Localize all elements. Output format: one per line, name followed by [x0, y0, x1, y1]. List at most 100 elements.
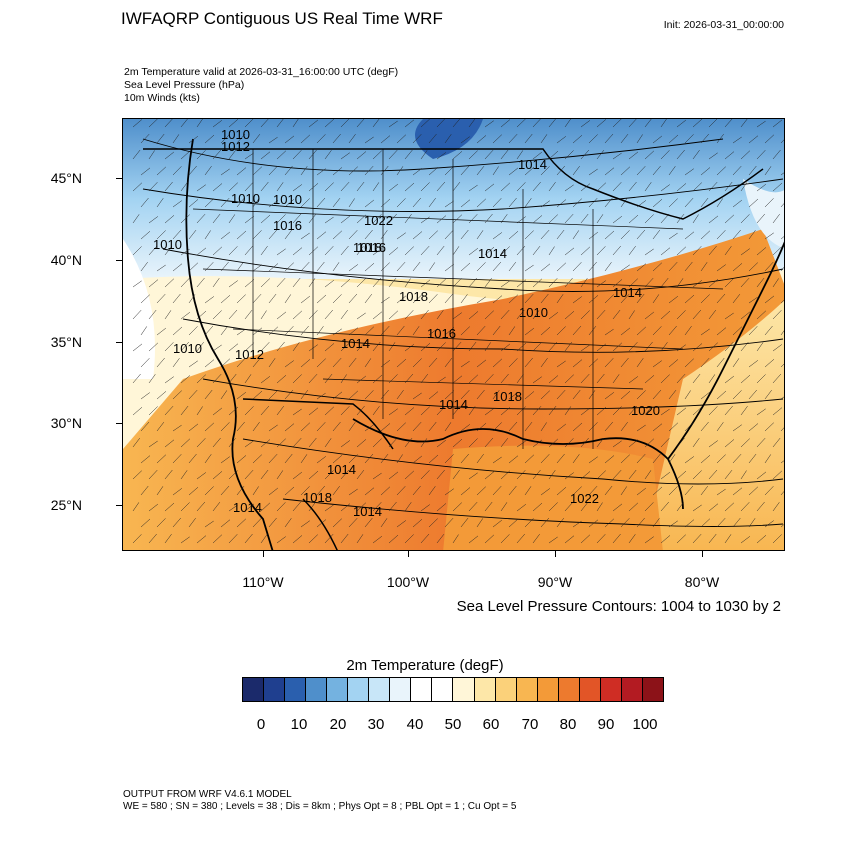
wind-barb — [580, 471, 591, 480]
colorbar-swatch — [558, 678, 580, 701]
wind-barb — [476, 486, 486, 496]
wind-barb — [540, 422, 547, 432]
wind-barb — [652, 486, 663, 496]
wind-barb — [548, 502, 558, 512]
wind-barb — [724, 312, 734, 320]
wind-barb — [220, 422, 230, 432]
colorbar-tick-label: 70 — [521, 716, 539, 733]
wind-barb — [164, 278, 175, 288]
wind-barb — [700, 421, 709, 432]
wind-barb — [340, 215, 351, 224]
slp-label: 1010 — [519, 305, 548, 320]
wind-barb — [780, 266, 784, 272]
wind-barb — [644, 311, 655, 320]
wind-barb — [580, 246, 591, 256]
wind-barb — [588, 261, 597, 272]
wind-barb — [476, 453, 484, 464]
wind-barb — [284, 229, 292, 240]
wind-barb — [700, 294, 710, 304]
wind-barb — [412, 519, 423, 528]
wind-barb — [204, 134, 215, 144]
wind-barb — [204, 486, 214, 496]
wind-barb — [244, 119, 254, 128]
wind-barb — [500, 343, 511, 352]
wind-barb — [244, 503, 255, 512]
wind-barb — [484, 534, 495, 544]
wind-barb — [780, 427, 784, 432]
wind-barb — [740, 182, 748, 192]
wind-barb — [140, 294, 150, 304]
lat-label-25n: 25°N — [50, 497, 82, 513]
wind-barb — [268, 293, 277, 304]
wind-barb — [484, 246, 495, 256]
wind-barb — [188, 294, 196, 304]
wind-barb — [460, 453, 469, 464]
wind-barb — [196, 501, 206, 512]
wind-barb — [220, 325, 228, 336]
wind-barb — [532, 310, 540, 320]
wind-barb — [180, 438, 191, 448]
wind-barb — [268, 229, 277, 240]
slp-label: 1014 — [233, 500, 262, 515]
wind-barb — [164, 181, 173, 192]
wind-barb — [748, 135, 759, 144]
wind-barb — [324, 438, 332, 448]
wind-barb — [700, 230, 711, 240]
wind-barb — [444, 263, 455, 272]
wind-barb — [644, 438, 655, 448]
wind-barb — [268, 200, 279, 208]
wind-barb — [652, 326, 662, 336]
wind-barb — [556, 453, 565, 464]
wind-barb — [276, 119, 284, 128]
wind-barb — [540, 390, 550, 400]
wind-barb — [636, 390, 646, 400]
wind-barb — [324, 533, 334, 544]
wind-barb — [452, 534, 459, 544]
wind-barb — [372, 374, 383, 384]
wind-barb — [764, 389, 772, 400]
wind-barb — [300, 359, 311, 368]
wind-barb — [556, 165, 565, 176]
wind-barb — [740, 341, 749, 352]
wind-barb — [172, 517, 181, 528]
wind-barb — [596, 534, 606, 544]
wind-barb — [268, 517, 277, 528]
wind-barb — [244, 533, 253, 544]
wind-barb — [420, 406, 430, 416]
wind-barb — [404, 310, 414, 320]
wind-barb — [780, 236, 784, 240]
wind-barb — [548, 312, 559, 320]
wind-barb — [228, 214, 236, 224]
wind-barb — [660, 501, 669, 512]
wind-barb — [412, 134, 422, 144]
footer-model: OUTPUT FROM WRF V4.6.1 MODEL — [123, 789, 292, 800]
colorbar-swatch — [600, 678, 622, 701]
wind-barb — [324, 504, 334, 512]
wind-barb — [444, 422, 452, 432]
wind-barb — [740, 311, 751, 320]
baja-coastline — [302, 498, 338, 550]
wind-barb — [340, 469, 350, 480]
wind-barb — [644, 536, 654, 544]
wind-barb — [388, 149, 398, 160]
wind-barb — [212, 278, 220, 288]
wind-barb — [260, 181, 269, 192]
wind-barb — [404, 373, 414, 384]
wind-barb — [532, 342, 542, 352]
wind-barb — [764, 454, 772, 464]
wind-barb — [476, 165, 485, 176]
slp-label: 1010 — [221, 127, 250, 142]
wind-barb — [668, 520, 678, 528]
wind-barb — [492, 422, 502, 432]
wind-barb — [748, 262, 758, 272]
wind-barb — [756, 184, 767, 192]
wind-barb — [244, 469, 254, 480]
wind-barb — [340, 309, 348, 320]
wind-barb — [268, 166, 278, 176]
wind-barb — [540, 200, 550, 208]
wind-barb — [628, 119, 637, 128]
wind-barb — [740, 502, 750, 512]
wind-barb — [780, 203, 784, 208]
wind-barb — [756, 150, 766, 160]
wind-barb — [204, 454, 212, 464]
